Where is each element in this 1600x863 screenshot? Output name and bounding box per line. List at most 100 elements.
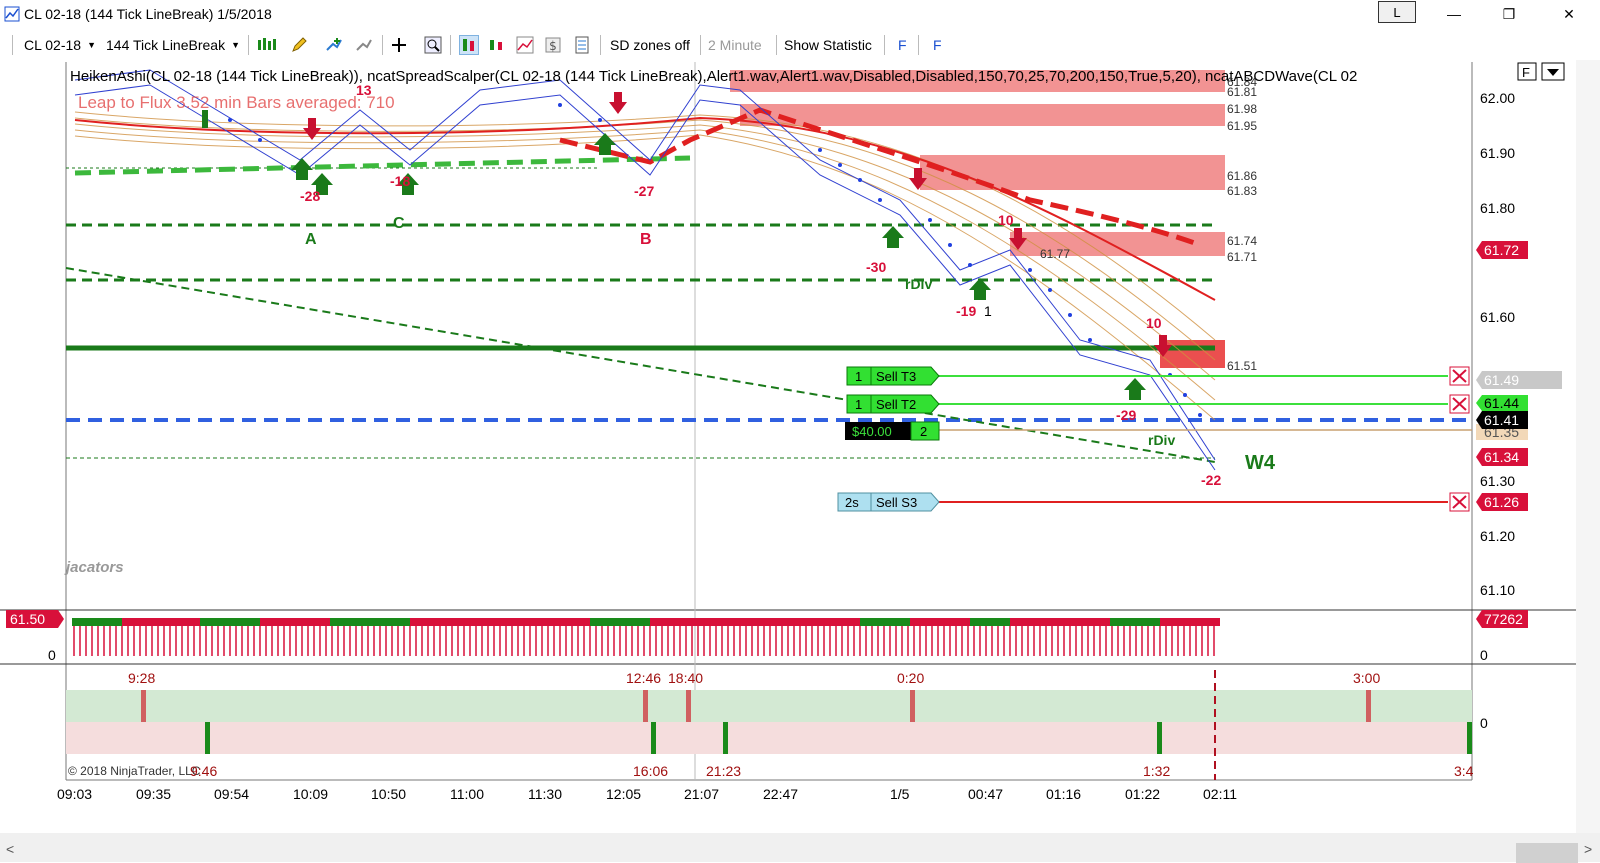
count-label: -27 [634, 183, 654, 199]
price-tick: 61.90 [1480, 145, 1515, 161]
separator [776, 35, 777, 55]
chart-style-icon[interactable] [256, 36, 278, 54]
cancel-t2-icon[interactable] [1449, 394, 1470, 414]
time-tick: 1/5 [890, 786, 910, 802]
time-tick: 12:05 [606, 786, 641, 802]
time-tick: 02:11 [1203, 786, 1237, 802]
minimize-button[interactable]: — [1447, 6, 1461, 22]
sell-t2-order[interactable]: 1 Sell T2 [846, 394, 940, 414]
volume-zero-left: 0 [48, 647, 56, 663]
time-tick: 09:35 [136, 786, 171, 802]
f-button-2[interactable]: F [933, 37, 942, 53]
zoom-icon[interactable] [424, 36, 442, 54]
volume-right-tag: 77262 [1476, 610, 1528, 628]
crosshair-icon[interactable] [390, 36, 408, 54]
show-statistic-button[interactable]: Show Statistic [784, 37, 872, 53]
toolbar: CL 02-18 ▼ 144 Tick LineBreak ▼ $ SD zones… [0, 30, 1600, 60]
price-tag-s3: 61.26 [1476, 493, 1528, 511]
position-pnl[interactable]: $40.00 2 [845, 421, 940, 441]
supply-zone [740, 104, 1225, 126]
volume-stripes [73, 626, 1215, 656]
dots-series [228, 103, 1202, 417]
separator [918, 35, 919, 55]
order-label: Sell T2 [876, 397, 916, 412]
price-panel[interactable] [66, 62, 1472, 610]
green-dash-line [74, 155, 691, 176]
price-tag-t3: 61.49 [1476, 371, 1562, 389]
time-label: 0:20 [897, 670, 924, 686]
cancel-t3-icon[interactable] [1449, 366, 1470, 386]
zone-label: 61.71 [1227, 250, 1257, 264]
time-label: 9:28 [128, 670, 155, 686]
panel-menu-icon[interactable] [1541, 62, 1565, 81]
vertical-scrollbar[interactable] [1576, 60, 1600, 833]
l-button[interactable]: L [1378, 1, 1416, 23]
zone-label: 61.77 [1040, 247, 1070, 261]
close-button[interactable]: ✕ [1563, 5, 1575, 22]
time-tick: 10:50 [371, 786, 406, 802]
scroll-left-icon[interactable]: < [6, 841, 15, 857]
dollar-icon[interactable]: $ [544, 36, 562, 54]
pencil-icon[interactable] [290, 36, 308, 54]
price-tag-stop: 61.34 [1476, 448, 1528, 466]
price-tag-last: 61.72 [1476, 241, 1528, 259]
cancel-s3-icon[interactable] [1449, 492, 1470, 512]
volume-zero-right: 0 [1480, 647, 1488, 663]
position-qty: 2 [920, 424, 927, 439]
chevron-down-icon: ▼ [87, 40, 96, 50]
time-tick: 01:22 [1125, 786, 1160, 802]
sell-s3-order[interactable]: 2s Sell S3 [837, 492, 940, 512]
price-tick: 61.80 [1480, 200, 1515, 216]
sd-zones-button[interactable]: SD zones off [610, 37, 690, 53]
line-chart-icon[interactable] [516, 36, 534, 54]
horizontal-scrollbar[interactable]: < > [0, 833, 1600, 863]
separator [382, 35, 383, 55]
pnl-value: $40.00 [852, 424, 892, 439]
svg-text:$: $ [549, 39, 557, 53]
instrument-selector[interactable]: CL 02-18 ▼ [24, 30, 96, 60]
zone-label: 61.74 [1227, 234, 1257, 248]
separator [600, 35, 601, 55]
candles-icon[interactable] [487, 36, 505, 54]
restore-button[interactable]: ❐ [1502, 5, 1516, 22]
separator [884, 35, 885, 55]
zone-label: 61.83 [1227, 184, 1257, 198]
strategy-icon[interactable] [355, 36, 373, 54]
time-tick: 11:00 [450, 786, 484, 802]
count-label: 10 [998, 212, 1014, 228]
time-labels-top: 9:28 12:46 18:40 0:20 3:00 [128, 670, 1380, 686]
chart-trader-icon[interactable] [459, 35, 479, 55]
supply-zone [1160, 340, 1225, 368]
add-indicator-icon[interactable] [325, 36, 343, 54]
wave-label-b: B [640, 231, 652, 248]
time-tick: 01:16 [1046, 786, 1081, 802]
tag-text: 61.50 [10, 611, 45, 627]
tag-text: 61.49 [1484, 372, 1519, 388]
f-box[interactable]: F [1517, 62, 1537, 81]
order-qty: 2s [845, 495, 859, 510]
bar-type-selector[interactable]: 144 Tick LineBreak ▼ [106, 30, 240, 60]
time-label: 16:06 [633, 763, 668, 779]
count-label: -22 [1201, 472, 1221, 488]
time-label: 18:40 [668, 670, 703, 686]
order-qty: 1 [855, 369, 862, 384]
scrollbar-thumb[interactable] [1516, 843, 1578, 863]
f-box-label: F [1522, 65, 1530, 80]
zone-label: 61.86 [1227, 169, 1257, 183]
time-tick: 09:03 [57, 786, 92, 802]
zone-labels: 61.84 61.81 61.98 61.95 61.86 61.83 61.7… [1040, 75, 1257, 373]
time-label: 3:4 [1454, 763, 1474, 779]
count-label: -18 [390, 173, 410, 189]
sma-dashed [559, 107, 1201, 248]
count-label: -19 [956, 303, 976, 319]
chevron-down-icon: ▼ [231, 40, 240, 50]
properties-icon[interactable] [573, 36, 591, 54]
scroll-right-icon[interactable]: > [1584, 841, 1593, 857]
interval-button[interactable]: 2 Minute [708, 37, 762, 53]
volume-left-tag: 61.50 [6, 610, 64, 628]
chart-area[interactable]: HeikenAshi(CL 02-18 (144 Tick LineBreak)… [0, 60, 1600, 820]
time-markers-bottom [205, 722, 1472, 754]
zone-label: 61.95 [1227, 119, 1257, 133]
f-button-1[interactable]: F [898, 37, 907, 53]
sell-t3-order[interactable]: 1 Sell T3 [846, 366, 940, 386]
